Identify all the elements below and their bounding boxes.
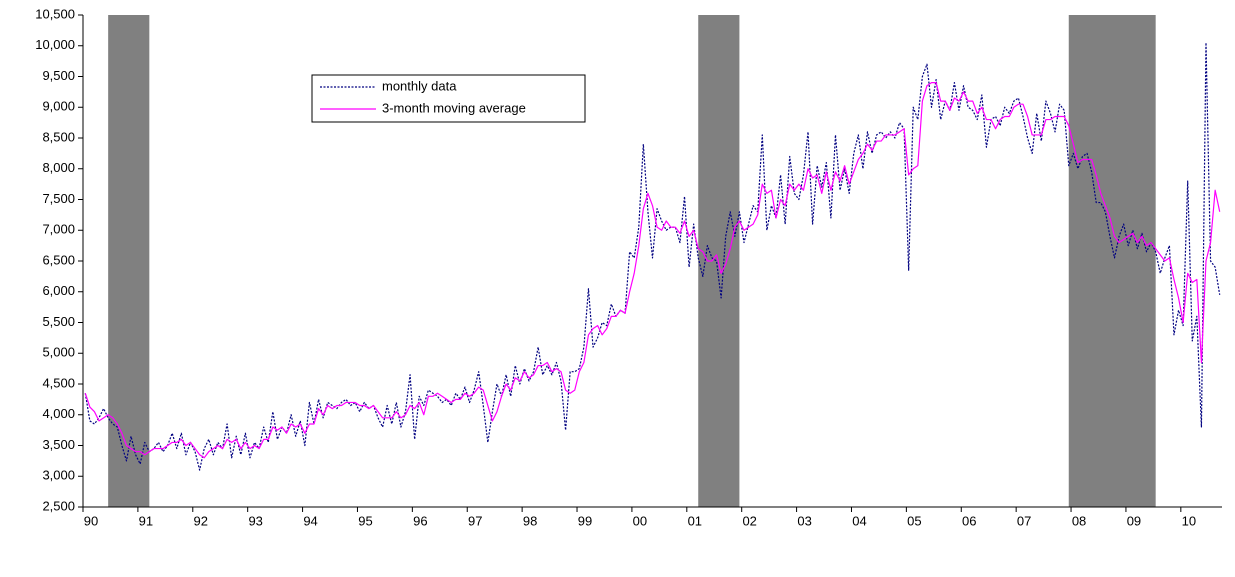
shaded-period: [108, 15, 150, 507]
x-tick-label: 05: [907, 513, 921, 528]
y-tick-label: 4,500: [42, 375, 75, 390]
y-tick-label: 5,000: [42, 345, 75, 360]
x-tick-label: 99: [578, 513, 592, 528]
x-tick-label: 97: [468, 513, 482, 528]
y-tick-label: 5,500: [42, 314, 75, 329]
y-tick-label: 2,500: [42, 498, 75, 513]
x-tick-label: 00: [633, 513, 647, 528]
legend-label: monthly data: [382, 78, 457, 93]
shaded-period: [1068, 15, 1156, 507]
y-tick-label: 6,500: [42, 252, 75, 267]
x-tick-label: 96: [413, 513, 427, 528]
y-tick-label: 9,500: [42, 68, 75, 83]
y-tick-label: 4,000: [42, 406, 75, 421]
x-tick-label: 07: [1017, 513, 1031, 528]
y-tick-label: 10,500: [35, 6, 75, 21]
x-tick-label: 04: [852, 513, 866, 528]
x-tick-label: 92: [194, 513, 208, 528]
shaded-period: [698, 15, 740, 507]
y-tick-label: 3,000: [42, 468, 75, 483]
y-tick-label: 6,000: [42, 283, 75, 298]
x-tick-label: 98: [523, 513, 537, 528]
x-tick-label: 01: [688, 513, 702, 528]
x-tick-label: 02: [742, 513, 756, 528]
y-tick-label: 9,000: [42, 99, 75, 114]
x-tick-label: 94: [303, 513, 317, 528]
x-tick-label: 93: [248, 513, 262, 528]
x-tick-label: 06: [962, 513, 976, 528]
x-tick-label: 03: [797, 513, 811, 528]
series-line: [84, 42, 1221, 471]
series-line: [84, 82, 1221, 459]
legend-label: 3-month moving average: [382, 100, 526, 115]
y-tick-label: 3,500: [42, 437, 75, 452]
x-tick-label: 08: [1072, 513, 1086, 528]
x-tick-label: 95: [358, 513, 372, 528]
y-tick-label: 8,500: [42, 129, 75, 144]
x-tick-label: 10: [1182, 513, 1196, 528]
y-tick-label: 7,000: [42, 222, 75, 237]
legend-box: [311, 74, 586, 123]
x-tick-label: 91: [139, 513, 153, 528]
y-tick-label: 10,000: [35, 37, 75, 52]
y-tick-label: 8,000: [42, 160, 75, 175]
x-tick-label: 09: [1127, 513, 1141, 528]
legend: monthly data 3-month moving average: [311, 74, 586, 123]
y-tick-label: 7,500: [42, 191, 75, 206]
x-tick-label: 90: [84, 513, 98, 528]
